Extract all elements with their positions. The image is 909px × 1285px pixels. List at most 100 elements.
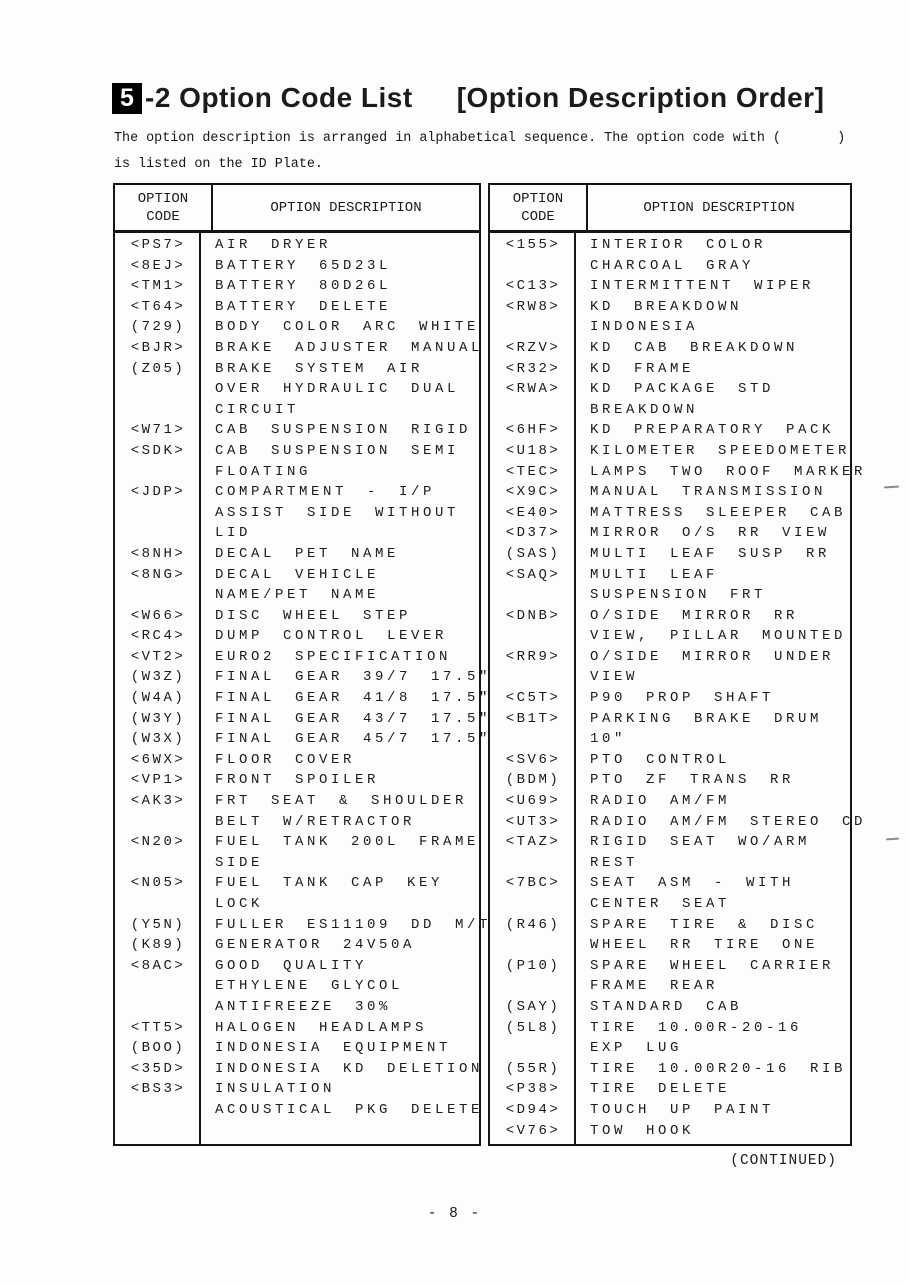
option-description: INTERMITTENT WIPER [576,276,814,297]
intro-paragraph: The option description is arranged in al… [114,126,845,178]
section-title: 5 -2 Option Code List [Option Descriptio… [112,80,824,116]
option-description: PTO CONTROL [576,750,730,771]
option-row: <V76> TOW HOOK [490,1121,850,1142]
option-code: <W66> [130,607,186,624]
option-description: LAMPS TWO ROOF MARKER [576,462,866,483]
option-code: <TT5> [130,1019,186,1036]
option-row: <TM1> BATTERY 80D26L [115,276,479,297]
page-number: - 8 - [427,1206,482,1222]
option-description: BATTERY DELETE [201,297,391,318]
option-row: <SDK> CAB SUSPENSION SEMI FLOATING [115,441,479,482]
option-row: <RC4> DUMP CONTROL LEVER [115,626,479,647]
option-code: (Z05) [130,360,186,377]
table-body: <155> INTERIOR COLOR CHARCOAL GRAY <C13> INT… [490,233,862,1144]
description-line: PTO CONTROL [590,751,731,768]
description-line: BATTERY 65D23L [215,257,392,274]
description-line: ANTIFREEZE 30% [215,998,392,1015]
description-line: O/SIDE MIRROR UNDER [590,648,835,665]
description-line: VIEW, PILLAR MOUNTED [590,628,847,645]
description-line: KD BREAKDOWN [590,298,743,315]
option-row: <W71> CAB SUSPENSION RIGID [115,420,479,441]
option-code: <C5T> [505,690,561,707]
option-row: <PS7> AIR DRYER [115,235,479,256]
description-line: INTERIOR COLOR [590,237,767,253]
description-line: WHEEL RR TIRE ONE [590,937,819,954]
option-code: <U18> [505,442,561,459]
option-description: SPARE WHEEL CARRIER FRAME REAR [576,956,834,997]
option-table-left: OPTION CODE OPTION DESCRIPTION <PS7> AIR … [113,183,488,1146]
option-code: <R32> [505,360,561,377]
option-row: (K89) GENERATOR 24V50A [115,935,479,956]
option-description: PTO ZF TRANS RR [576,770,794,791]
description-line: EXP LUG [590,1040,683,1057]
option-code: (W3X) [130,731,186,748]
option-code: <6HF> [505,422,561,439]
description-line: PTO ZF TRANS RR [590,772,795,789]
description-line: KILOMETER SPEEDOMETER [590,442,851,459]
option-description: GOOD QUALITY ETHYLENE GLYCOL ANTIFREEZE 30… [201,956,403,1018]
option-code: (W3Y) [130,710,186,727]
option-row: <B1T> PARKING BRAKE DRUM 10" [490,709,850,750]
option-description: TIRE 10.00R-20-16 EXP LUG [576,1018,802,1059]
description-line: LID [215,525,252,542]
option-description: DECAL VEHICLE NAME/PET NAME [201,565,379,606]
option-code: <SAQ> [505,566,561,583]
description-line: INDONESIA EQUIPMENT [215,1040,452,1057]
option-code: (SAS) [505,545,561,562]
option-code: <N20> [130,834,186,851]
description-line: FINAL GEAR 39/7 17.5" [215,669,492,686]
option-code: <JDP> [130,484,186,501]
description-line: DISC WHEEL STEP [215,607,412,624]
option-description: TOW HOOK [576,1121,694,1142]
option-row: (W3X) FINAL GEAR 45/7 17.5" [115,729,488,750]
option-code: <W71> [130,422,186,439]
description-line: O/SIDE MIRROR RR [590,607,799,624]
option-code: <D37> [505,525,561,542]
option-row: <6WX> FLOOR COVER [115,750,479,771]
option-row: <8NH> DECAL PET NAME [115,544,479,565]
option-row: (SAY) STANDARD CAB [490,997,850,1018]
description-line: ETHYLENE GLYCOL [215,978,404,995]
option-code: <B1T> [505,710,561,727]
option-row: <BJR> BRAKE ADJUSTER MANUAL [115,338,480,359]
option-code: <DNB> [505,607,561,624]
table-header: OPTION CODE OPTION DESCRIPTION [490,185,850,233]
option-row: <U69> RADIO AM/FM [490,791,850,812]
description-line: 10" [590,731,627,748]
option-row: <R32> KD FRAME [490,359,850,380]
option-description: KILOMETER SPEEDOMETER [576,441,850,462]
page-title: -2 Option Code List [145,82,413,113]
option-description: TIRE DELETE [576,1079,730,1100]
option-description-header: OPTION DESCRIPTION [643,199,795,216]
option-code: <7BC> [505,875,561,892]
option-row: <AK3> FRT SEAT & SHOULDER BELT W/RETRACTOR [115,791,479,832]
description-line: COMPARTMENT - I/P [215,484,436,501]
option-row: <VT2> EURO2 SPECIFICATION [115,647,479,668]
option-row: (BDM) PTO ZF TRANS RR [490,770,850,791]
option-description: SEAT ASM - WITH CENTER SEAT [576,873,794,914]
option-code: <35D> [130,1060,186,1077]
option-description: FINAL GEAR 43/7 17.5" [201,709,491,730]
description-line: BODY COLOR ARC WHITE [215,319,480,336]
option-description: RADIO AM/FM [576,791,730,812]
option-row: (Z05) BRAKE SYSTEM AIR OVER HYDRAULIC DUAL… [115,359,479,421]
description-line: RADIO AM/FM [590,793,731,810]
option-code-header: OPTION CODE [115,185,213,230]
option-code: <RW8> [505,298,561,315]
option-description-header: OPTION DESCRIPTION [270,199,422,216]
description-line: SIDE [215,854,264,871]
option-code: (P10) [505,957,561,974]
option-row: (W3Z) FINAL GEAR 39/7 17.5" [115,667,488,688]
description-line: FRAME REAR [590,978,719,995]
option-code-header: OPTION CODE [490,185,588,230]
option-code: <RZV> [505,339,561,356]
option-row: <155> INTERIOR COLOR CHARCOAL GRAY [490,235,850,276]
option-description: MANUAL TRANSMISSION [576,482,826,503]
option-description: DISC WHEEL STEP [201,606,411,627]
option-code: (729) [130,319,186,336]
option-description: KD FRAME [576,359,694,380]
description-line: BATTERY 80D26L [215,278,392,295]
option-code: <RR9> [505,648,561,665]
option-row: <TT5> HALOGEN HEADLAMPS [115,1018,479,1039]
option-description: KD PREPARATORY PACK [576,420,834,441]
